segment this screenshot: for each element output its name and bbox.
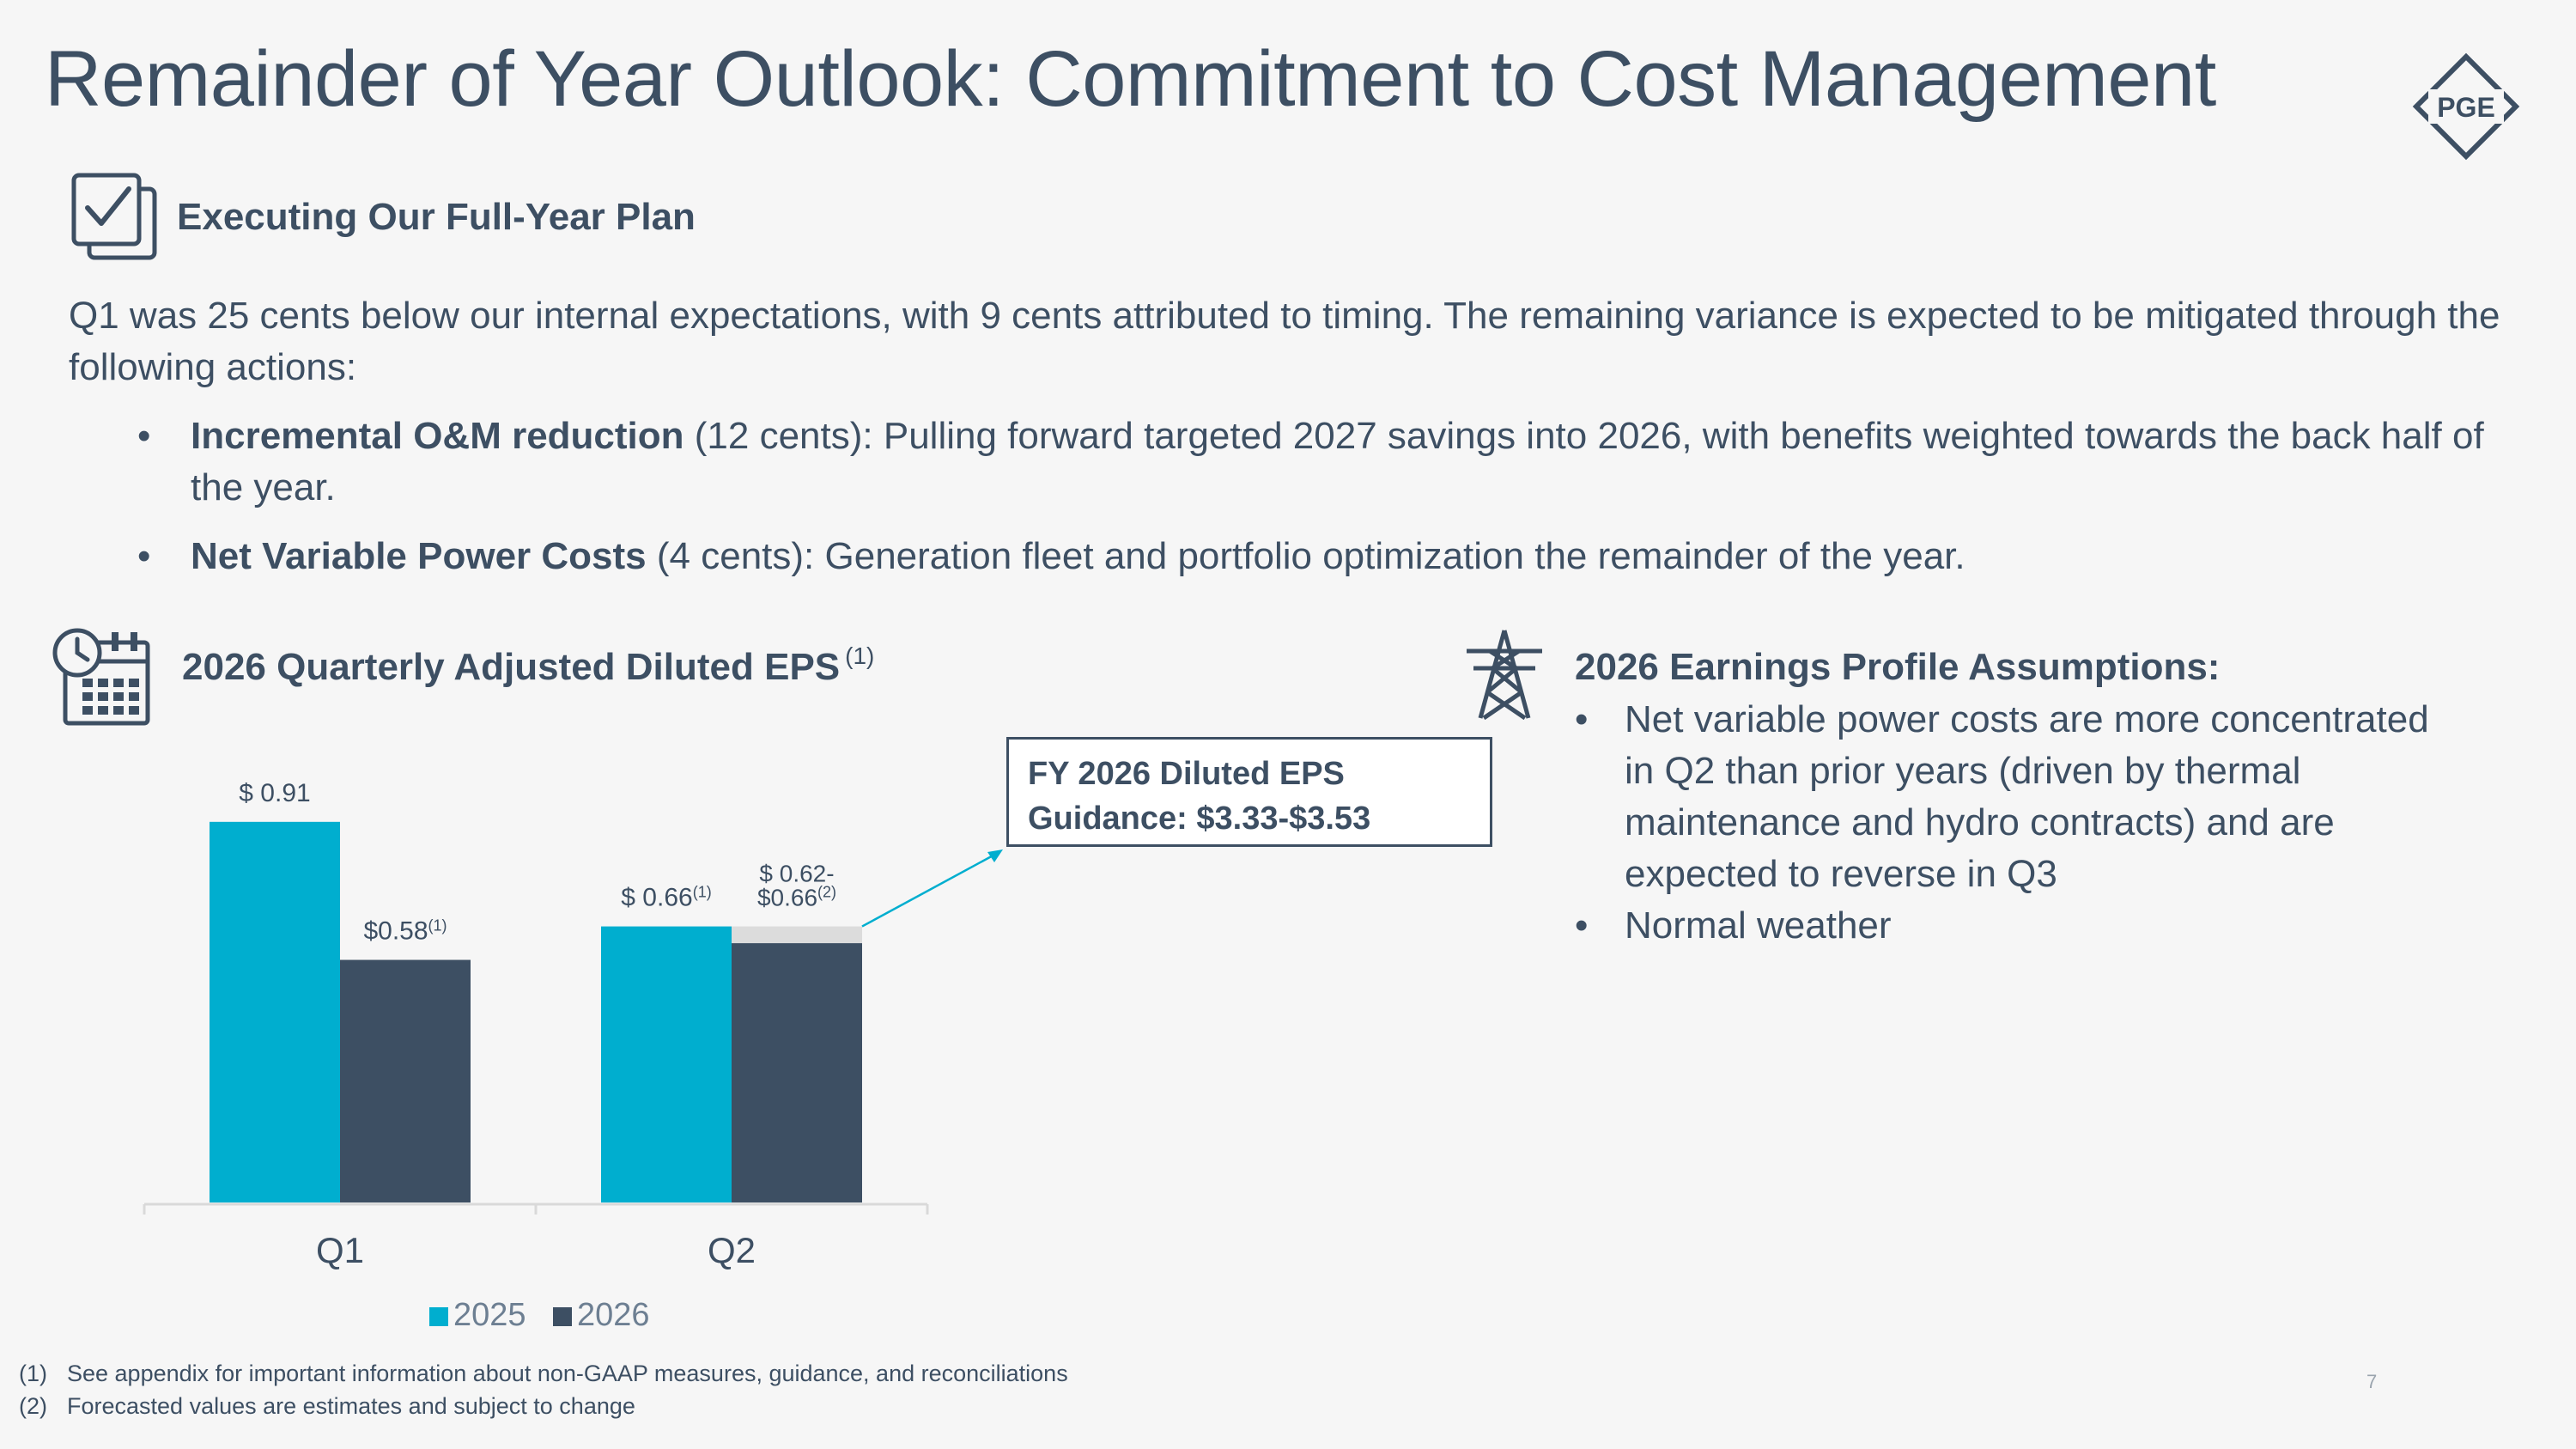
footnote-number: (1) xyxy=(19,1361,47,1386)
action-bullet: Net Variable Power Costs (4 cents): Gene… xyxy=(137,531,2507,582)
assumptions-heading: 2026 Earnings Profile Assumptions: xyxy=(1575,646,2221,688)
eps-bar-chart: Q1 $ 0.91 $0.58(1) Q2 $ 0.66(1) $ 0.62-$0.66(… xyxy=(143,779,1003,1333)
eps-chart-heading: 2026 Quarterly Adjusted Diluted EPS (1) xyxy=(182,642,874,689)
eps-heading-footnote: (1) xyxy=(845,642,875,669)
action-bullet: Incremental O&M reduction (12 cents): Pu… xyxy=(137,411,2507,514)
guidance-callout: FY 2026 Diluted EPS Guidance: $3.33-$3.5… xyxy=(1006,737,1492,847)
bullet-bold: Incremental O&M reduction xyxy=(191,415,684,457)
guidance-arrow xyxy=(861,851,999,928)
data-label-footnote: (1) xyxy=(693,884,712,901)
data-label-footnote: (1) xyxy=(428,917,447,935)
x-tick-label: Q2 xyxy=(708,1230,756,1270)
checklist-icon xyxy=(71,173,157,260)
page-number: 7 xyxy=(2366,1371,2378,1392)
guidance-line-1: FY 2026 Diluted EPS xyxy=(1028,756,1345,792)
data-label: $ 0.91 xyxy=(239,779,310,807)
eps-heading-text: 2026 Quarterly Adjusted Diluted EPS xyxy=(182,646,841,688)
calendar-clock-icon xyxy=(52,628,150,726)
footnote-text: See appendix for important information a… xyxy=(67,1361,1068,1386)
guidance-arrowhead xyxy=(987,849,1003,862)
plan-heading: Executing Our Full-Year Plan xyxy=(177,196,696,238)
x-tick-label: Q1 xyxy=(316,1230,364,1270)
guidance-line-2: Guidance: $3.33-$3.53 xyxy=(1028,801,1371,837)
data-label: $ 0.62- xyxy=(759,861,834,887)
logo-text: PGE xyxy=(2437,92,2495,123)
bar xyxy=(732,943,862,1202)
bullet-bold: Net Variable Power Costs xyxy=(191,535,647,577)
footnotes: (1) See appendix for important informatio… xyxy=(19,1357,1068,1422)
transmission-tower-icon xyxy=(1467,630,1542,721)
footnote: (2) Forecasted values are estimates and s… xyxy=(19,1390,1068,1422)
legend-label: 2025 xyxy=(453,1297,526,1333)
bar-range xyxy=(732,926,862,944)
data-label: $0.66(2) xyxy=(757,884,836,911)
legend-swatch xyxy=(429,1307,448,1326)
legend-label: 2026 xyxy=(577,1297,650,1333)
list-item: Net variable power costs are more concen… xyxy=(1575,694,2433,900)
data-label-footnote: (2) xyxy=(817,884,836,901)
bullet-text: (12 cents): Pulling forward targeted 202… xyxy=(191,415,2484,508)
footnote-number: (2) xyxy=(19,1393,47,1419)
list-item: Normal weather xyxy=(1575,900,2433,952)
footnote: (1) See appendix for important informatio… xyxy=(19,1357,1068,1390)
pge-logo-icon: PGE xyxy=(2412,52,2520,161)
data-label: $0.58(1) xyxy=(363,917,447,946)
bar xyxy=(601,926,732,1202)
bullet-text: (4 cents): Generation fleet and portfoli… xyxy=(646,535,1965,577)
legend-swatch xyxy=(553,1307,572,1326)
footnote-text: Forecasted values are estimates and subj… xyxy=(67,1393,635,1419)
assumptions-list: Net variable power costs are more concen… xyxy=(1575,694,2433,952)
bar xyxy=(210,821,340,1202)
bar xyxy=(340,959,471,1202)
slide-title: Remainder of Year Outlook: Commitment to… xyxy=(45,35,2216,123)
intro-paragraph: Q1 was 25 cents below our internal expec… xyxy=(69,295,2500,388)
data-label: $ 0.66(1) xyxy=(621,884,711,912)
